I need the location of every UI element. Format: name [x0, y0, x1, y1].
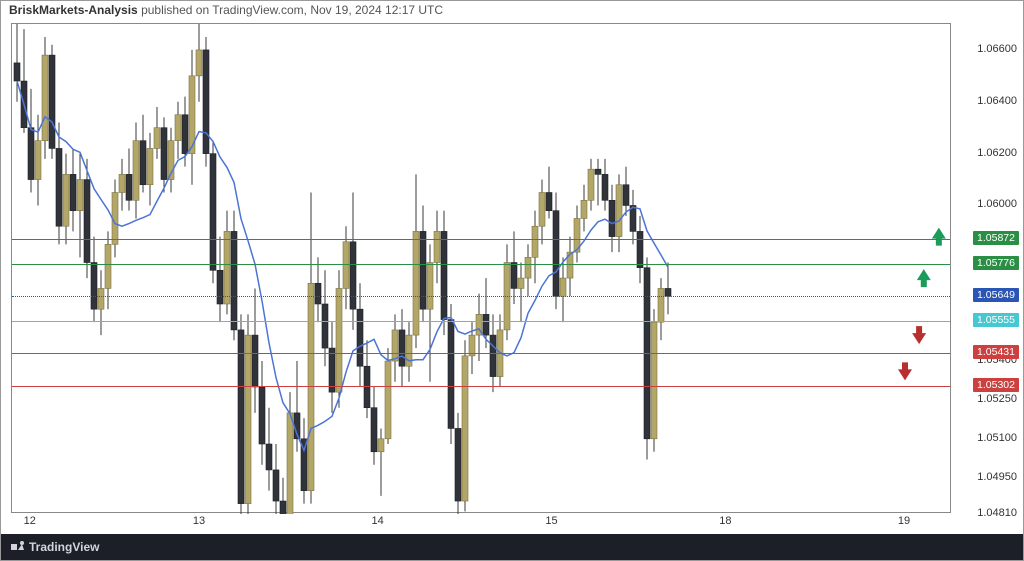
price-level-line	[12, 353, 950, 354]
arrow-down-icon	[912, 326, 926, 344]
y-tick-label: 1.06600	[977, 43, 1017, 55]
price-level-label: 1.05302	[973, 378, 1019, 392]
y-tick-label: 1.05250	[977, 393, 1017, 405]
price-level-label: 1.05649	[973, 288, 1019, 302]
price-level-label: 1.05872	[973, 231, 1019, 245]
x-tick-label: 15	[545, 515, 557, 527]
footer-bar: TradingView	[1, 534, 1023, 560]
y-tick-label: 1.06200	[977, 147, 1017, 159]
chart-container: BriskMarkets-Analysis published on Tradi…	[0, 0, 1024, 561]
site-name: TradingView.com	[212, 3, 303, 17]
price-level-label: 1.05431	[973, 345, 1019, 359]
price-level-line	[12, 264, 950, 265]
arrow-down-icon	[898, 362, 912, 380]
publish-date: Nov 19, 2024 12:17 UTC	[310, 3, 443, 17]
header-attribution: BriskMarkets-Analysis published on Tradi…	[1, 1, 451, 21]
price-level-label: 1.05776	[973, 256, 1019, 270]
chart-svg	[12, 24, 952, 514]
y-tick-label: 1.04950	[977, 471, 1017, 483]
y-axis: 1.066001.064001.062001.060001.054001.052…	[951, 23, 1021, 513]
price-level-line	[12, 386, 950, 387]
chart-plot-area[interactable]	[11, 23, 951, 513]
author-name: BriskMarkets-Analysis	[9, 3, 138, 17]
arrow-up-icon	[932, 228, 946, 246]
arrow-up-icon	[917, 269, 931, 287]
x-tick-label: 14	[371, 515, 383, 527]
y-tick-label: 1.06000	[977, 198, 1017, 210]
y-tick-label: 1.05100	[977, 432, 1017, 444]
price-level-line	[12, 296, 950, 297]
tradingview-logo: TradingView	[11, 540, 99, 554]
published-on-text: published on	[138, 3, 213, 17]
y-tick-label: 1.06400	[977, 95, 1017, 107]
y-tick-label: 1.04810	[977, 507, 1017, 519]
tv-logo-icon	[11, 540, 25, 554]
x-tick-label: 18	[719, 515, 731, 527]
x-tick-label: 13	[193, 515, 205, 527]
x-tick-label: 12	[24, 515, 36, 527]
x-tick-label: 19	[898, 515, 910, 527]
footer-brand-text: TradingView	[29, 540, 99, 554]
price-level-line	[12, 321, 950, 322]
price-level-line	[12, 239, 950, 240]
x-axis: 12 13 14 15 18 19	[11, 513, 951, 533]
price-level-label: 1.05555	[973, 313, 1019, 327]
